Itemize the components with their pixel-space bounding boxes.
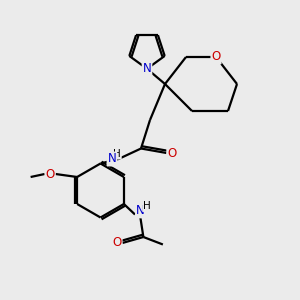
- Text: N: N: [142, 62, 152, 75]
- Text: N: N: [136, 204, 145, 218]
- Text: O: O: [46, 167, 55, 181]
- Text: O: O: [212, 50, 220, 64]
- Text: O: O: [167, 146, 176, 160]
- Text: H: H: [113, 148, 121, 159]
- Text: N: N: [107, 152, 116, 166]
- Text: H: H: [143, 201, 151, 211]
- Text: O: O: [112, 236, 122, 250]
